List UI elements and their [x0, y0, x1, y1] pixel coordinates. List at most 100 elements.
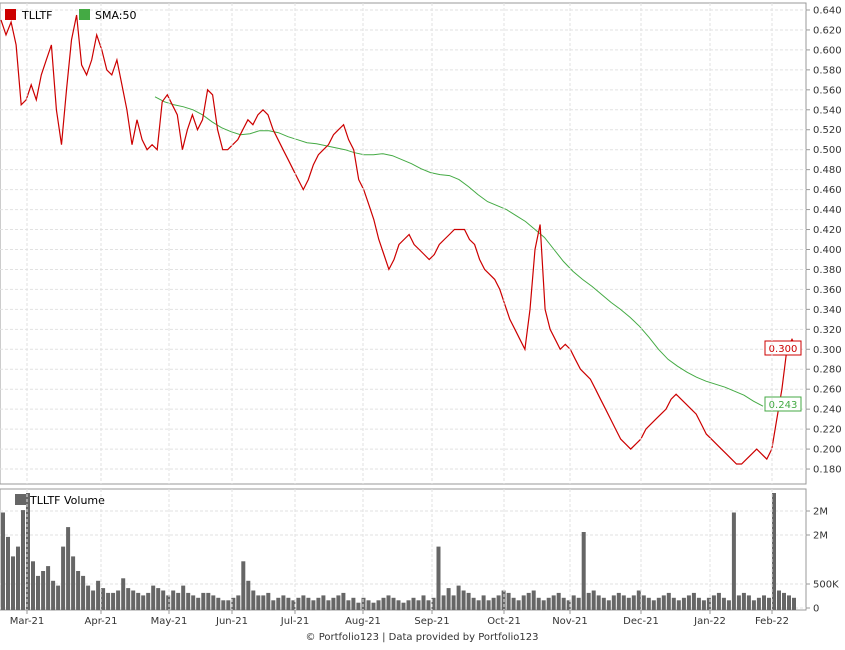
volume-bar	[526, 592, 531, 610]
price-y-tick-label: 0.540	[813, 105, 842, 116]
volume-y-tick-label: 500K	[813, 580, 839, 591]
volume-bar	[46, 566, 51, 610]
volume-bar	[21, 510, 25, 610]
volume-bar	[721, 597, 726, 610]
volume-bar	[171, 590, 176, 610]
volume-bar	[386, 595, 391, 610]
volume-bar	[236, 595, 241, 610]
sma-legend-swatch	[79, 9, 90, 20]
volume-legend-label: TLLTF Volume	[29, 494, 105, 507]
volume-bar	[351, 597, 356, 610]
volume-bar	[571, 595, 576, 610]
volume-bar	[271, 600, 276, 611]
volume-y-tick-label: 0	[813, 604, 819, 615]
volume-bar	[81, 575, 86, 610]
volume-bar	[762, 595, 766, 610]
volume-bar	[396, 600, 401, 611]
price-y-tick-label: 0.620	[813, 25, 842, 36]
volume-bar	[621, 595, 626, 610]
x-tick-label: Feb-22	[755, 616, 789, 627]
volume-bar	[586, 592, 591, 610]
price-y-tick-label: 0.400	[813, 245, 842, 256]
volume-bar	[41, 571, 46, 610]
volume-bar	[411, 597, 416, 610]
volume-bar	[661, 595, 666, 610]
volume-bar	[536, 597, 541, 610]
volume-bar	[716, 592, 721, 610]
volume-bar	[346, 600, 351, 611]
x-tick-label: Jan-22	[693, 616, 726, 627]
volume-bar	[506, 592, 511, 610]
x-tick-label: Aug-21	[345, 616, 381, 627]
price-last-value-text: 0.300	[769, 344, 798, 355]
price-y-tick-label: 0.640	[813, 5, 842, 16]
x-tick-label: Dec-21	[623, 616, 659, 627]
volume-bar	[481, 595, 486, 610]
volume-bar	[476, 600, 481, 611]
volume-bar	[566, 600, 571, 611]
volume-bar	[376, 600, 381, 611]
volume-bar	[156, 588, 161, 610]
x-tick-label: Mar-21	[10, 616, 45, 627]
sma-last-value-text: 0.243	[769, 400, 798, 411]
volume-bar	[51, 580, 56, 611]
volume-bar	[706, 597, 711, 610]
volume-bar	[676, 600, 681, 611]
x-tick-label: Apr-21	[85, 616, 118, 627]
volume-bar	[256, 595, 261, 610]
volume-bar	[541, 600, 546, 611]
price-legend: TLLTF SMA:50	[5, 9, 137, 22]
price-last-value-label: 0.300	[764, 340, 802, 356]
volume-bar	[491, 597, 496, 610]
volume-bar	[551, 595, 556, 610]
price-y-tick-label: 0.380	[813, 265, 842, 276]
sma-legend-label: SMA:50	[95, 9, 137, 22]
volume-bar	[772, 493, 776, 610]
volume-bar	[671, 597, 676, 610]
volume-bar	[406, 600, 411, 611]
volume-bar	[216, 597, 221, 610]
volume-bar	[546, 597, 551, 610]
volume-y-tick-label: 2M	[813, 507, 828, 518]
volume-bar	[341, 592, 346, 610]
volume-bar	[767, 597, 771, 610]
volume-bar	[416, 600, 421, 611]
price-y-tick-label: 0.340	[813, 305, 842, 316]
volume-bar	[596, 595, 601, 610]
price-y-tick-label: 0.240	[813, 405, 842, 416]
volume-panel	[0, 488, 807, 611]
volume-bar	[36, 575, 40, 610]
tlltf-price-line	[0, 14, 798, 465]
volume-bar	[782, 592, 786, 610]
volume-bar	[96, 580, 101, 611]
volume-bar	[631, 595, 636, 610]
volume-bar	[576, 597, 581, 610]
volume-bar	[211, 595, 216, 610]
volume-bar	[176, 592, 181, 610]
sma-50-line	[154, 96, 764, 407]
volume-bar	[251, 590, 256, 610]
volume-bar	[16, 546, 20, 610]
volume-bar	[131, 590, 136, 610]
volume-bar	[461, 590, 466, 610]
volume-bar	[496, 595, 501, 610]
price-y-axis: 0.640 0.620 0.600 0.580 0.560 0.540 0.520 0.500…	[806, 5, 842, 476]
price-y-tick-label: 0.200	[813, 445, 842, 456]
price-panel	[0, 2, 807, 485]
volume-bar	[531, 590, 536, 610]
volume-bar	[266, 592, 271, 610]
volume-bar	[221, 600, 226, 611]
volume-bar	[121, 578, 126, 610]
volume-bar	[106, 592, 111, 610]
volume-bar	[331, 597, 336, 610]
volume-bar	[686, 595, 691, 610]
volume-bar	[701, 600, 706, 611]
volume-bar	[231, 597, 236, 610]
volume-bar	[146, 592, 151, 610]
volume-bar	[611, 595, 616, 610]
volume-bar	[1, 512, 5, 610]
volume-bar	[316, 597, 321, 610]
volume-bar	[286, 597, 291, 610]
volume-bar	[336, 595, 341, 610]
volume-bar	[641, 595, 646, 610]
